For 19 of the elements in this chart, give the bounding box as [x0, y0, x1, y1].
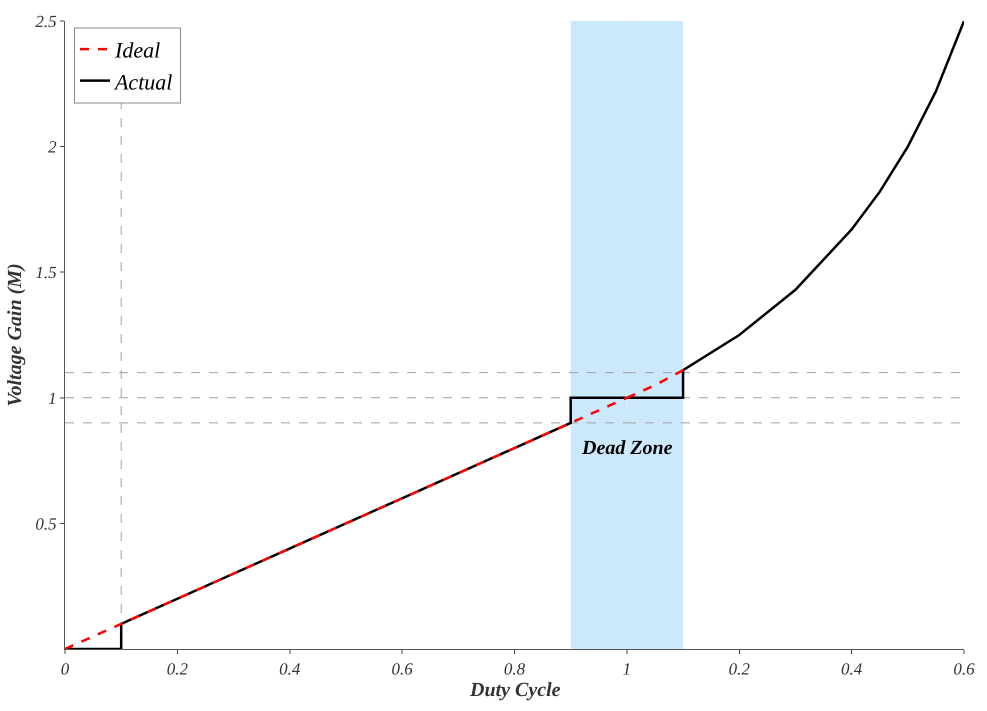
y-axis-title: Voltage Gain (M) [4, 263, 26, 407]
x-tick-label: 0.6 [953, 659, 976, 678]
x-tick-label: 0.4 [841, 659, 863, 678]
band-label: Dead Zone [581, 437, 673, 459]
legend-label: Ideal [114, 38, 160, 63]
x-tick-label: 0 [60, 659, 70, 678]
x-tick-label: 0.2 [728, 659, 750, 678]
x-tick-label: 0.6 [392, 659, 414, 678]
x-axis-title: Duty Cycle [469, 679, 561, 701]
y-tick-label: 2 [48, 138, 58, 157]
y-tick-label: 2.5 [35, 12, 57, 31]
y-tick-label: 1.5 [35, 263, 57, 282]
x-tick-label: 0.4 [279, 659, 301, 678]
x-tick-label: 0.2 [166, 659, 189, 678]
y-tick-label: 1 [48, 388, 57, 408]
x-tick-label: 0.8 [504, 659, 526, 678]
y-tick-label: 0.5 [35, 514, 57, 534]
x-tick-label: 1 [622, 659, 632, 678]
legend-label: Actual [112, 69, 172, 94]
